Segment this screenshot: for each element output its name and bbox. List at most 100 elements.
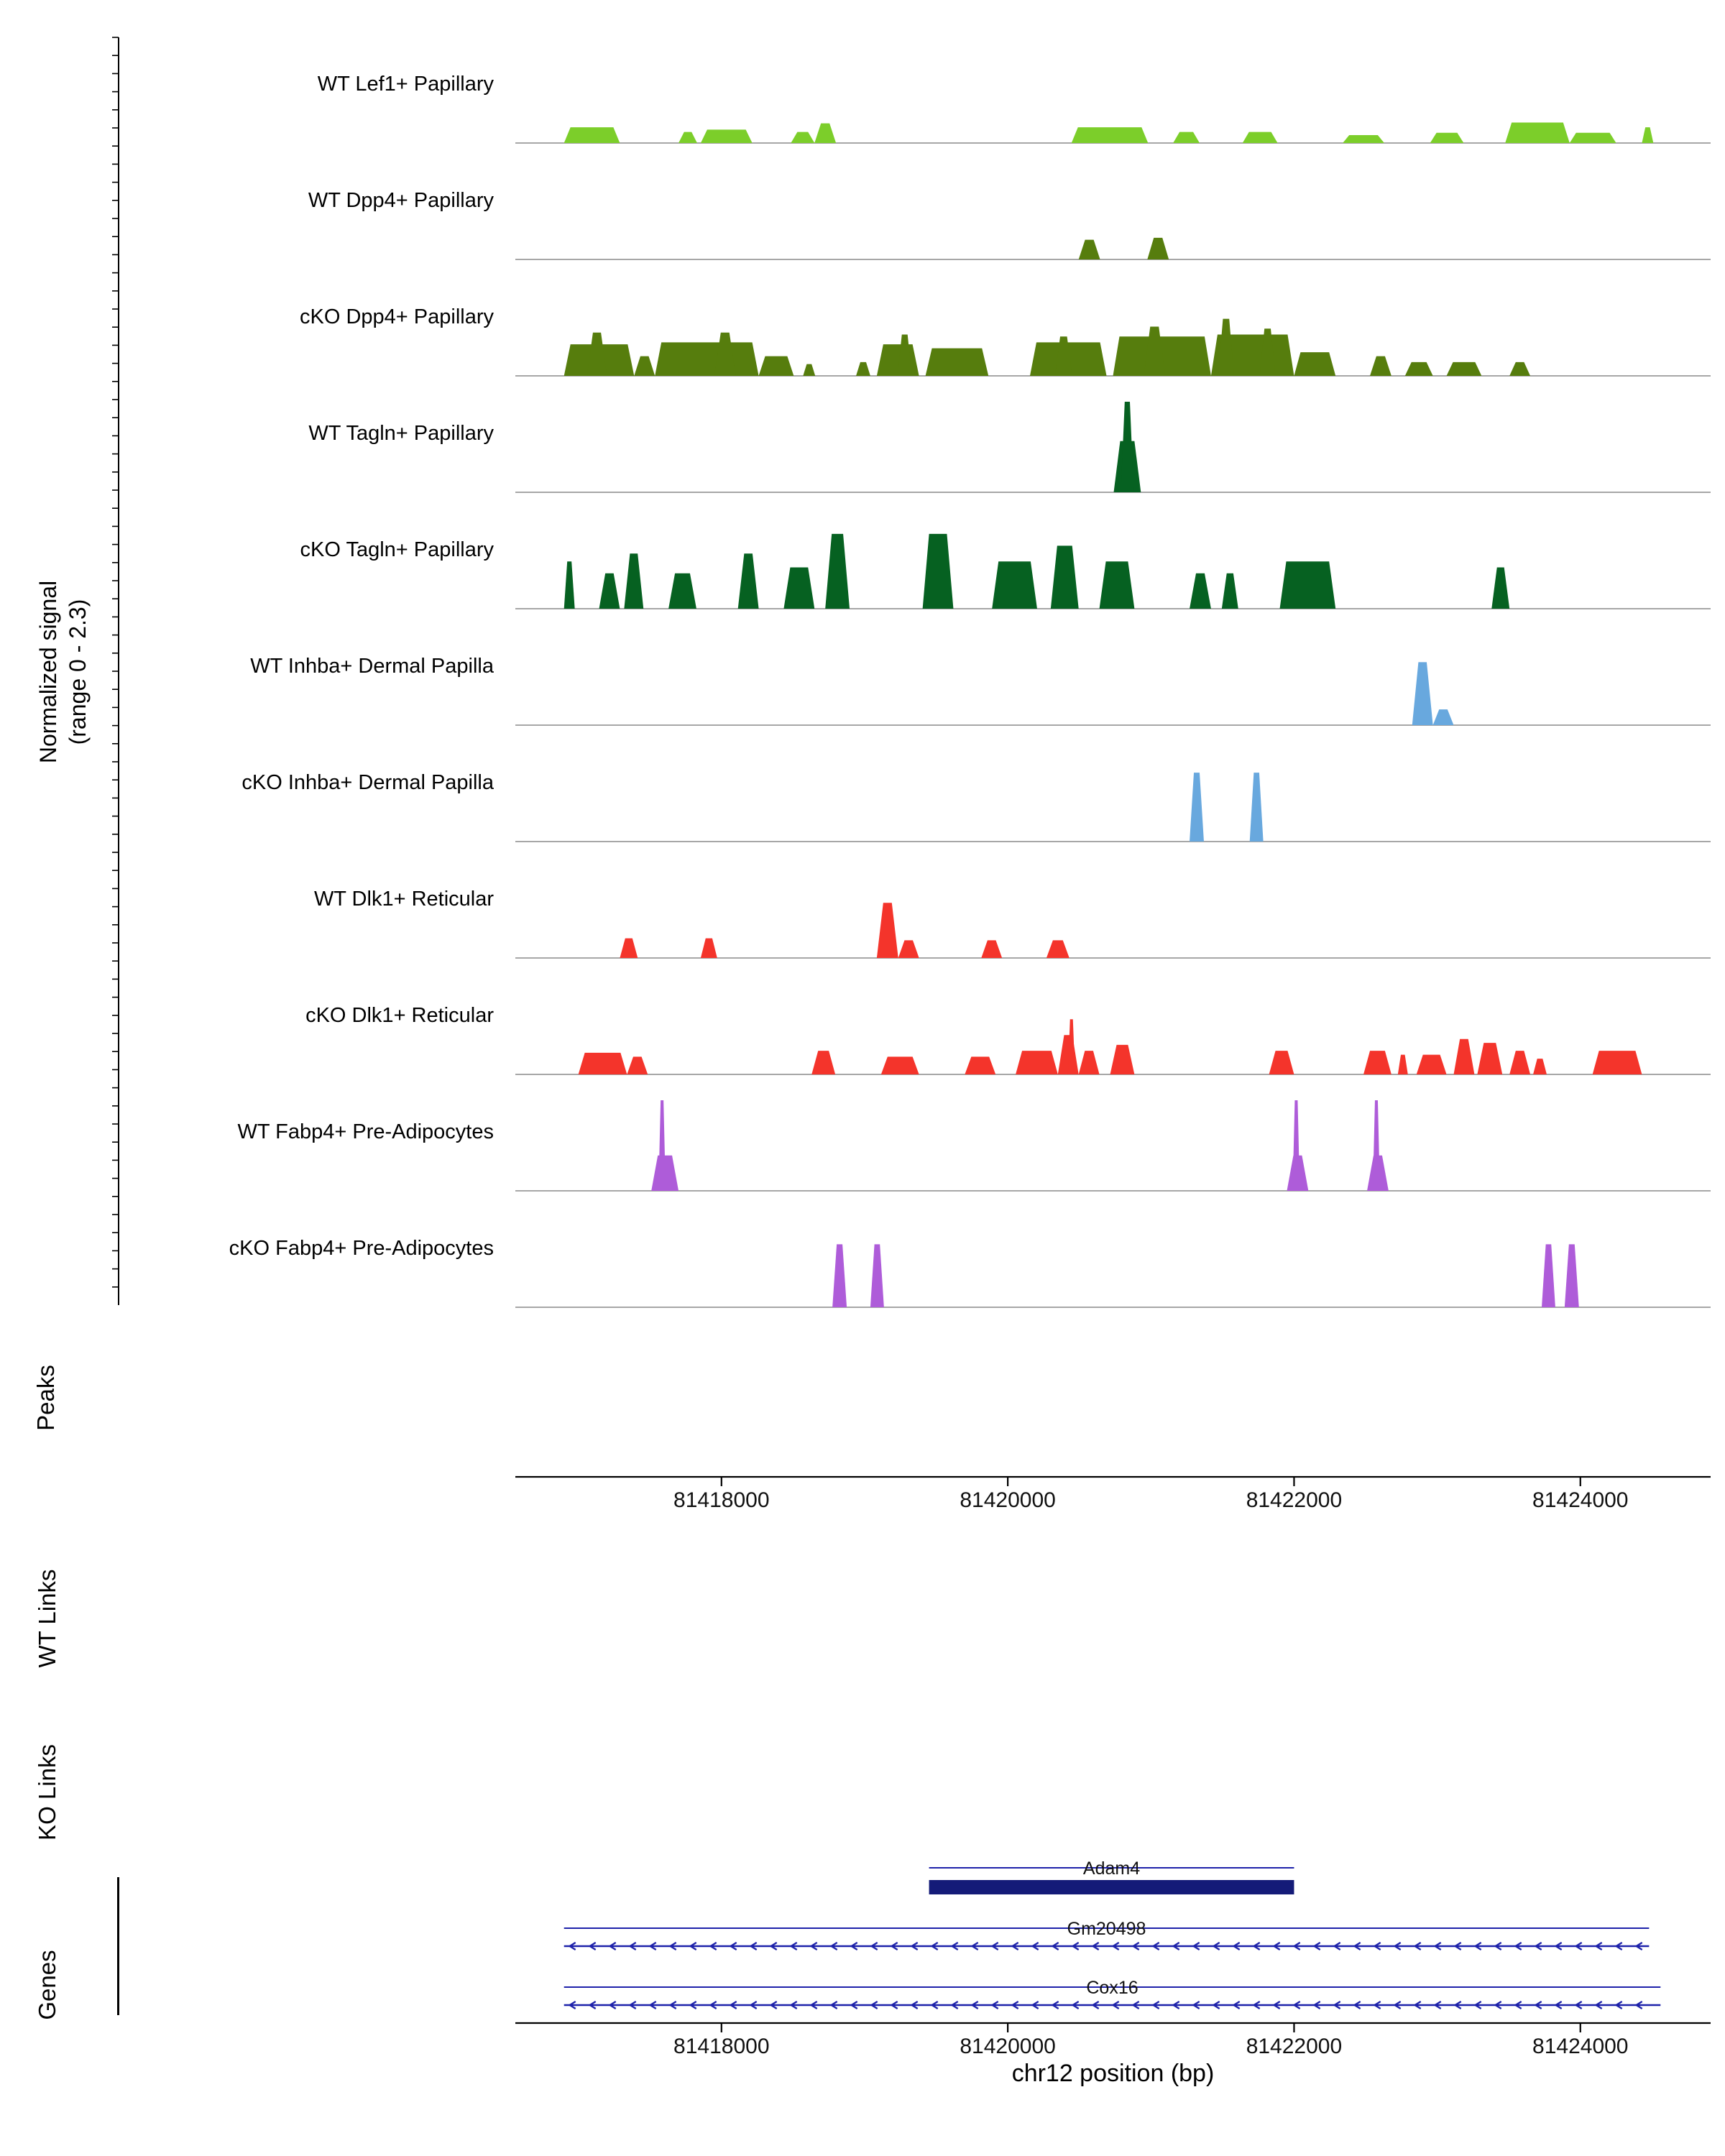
signal-peak (1173, 132, 1200, 143)
signal-peak (856, 361, 870, 376)
axis-tick-label: 81424000 (1532, 2035, 1628, 2058)
signal-track-row: WT Inhba+ Dermal Papilla (0, 625, 1711, 741)
signal-peak (634, 356, 656, 376)
peaks-axis: 81418000 81420000 81422000 81424000 (515, 1475, 1711, 1512)
gene-strand-arrow (709, 2000, 717, 2010)
gene-strand-arrow (1473, 1941, 1482, 1951)
gene-strand-arrow (870, 2000, 878, 2010)
gene-strand-arrow (588, 1941, 597, 1951)
signal-peak (1249, 773, 1264, 842)
gene-strand-arrow (1111, 1941, 1120, 1951)
signal-track-row: WT Dpp4+ Papillary (0, 159, 1711, 275)
signal-peak (655, 342, 759, 376)
gene-strand-arrow (1574, 2000, 1583, 2010)
track-label: WT Dpp4+ Papillary (308, 189, 494, 212)
signal-peak (1477, 1043, 1503, 1074)
signal-peak (876, 903, 898, 958)
signal-peak (1071, 127, 1149, 143)
gene-strand-arrow (850, 2000, 858, 2010)
section-label-wt-links: WT Links (34, 1569, 60, 1668)
signal-peak (1067, 1019, 1075, 1074)
track-plot (515, 662, 1711, 726)
signal-peak (1372, 1100, 1380, 1191)
gene-strand-arrow (1051, 1941, 1059, 1951)
signal-peak (1099, 561, 1135, 609)
gene-strand-arrow (1131, 1941, 1140, 1951)
gene-strand-arrow (1574, 1941, 1583, 1951)
signal-peak (897, 334, 912, 376)
gene-strand-arrow (568, 1941, 576, 1951)
gene-strand-arrow (1192, 1941, 1200, 1951)
signal-peak (700, 129, 753, 143)
signal-peak (564, 561, 575, 609)
gene-strand-arrow (1212, 2000, 1220, 2010)
signal-peak (1453, 1038, 1475, 1074)
signal-peak (758, 356, 794, 376)
signal-peak (1491, 567, 1510, 609)
axis-tick-label: 81422000 (1246, 1488, 1342, 1512)
signal-peak (700, 938, 717, 958)
gene-strand-arrow (1514, 2000, 1522, 2010)
signal-peak (1505, 122, 1570, 143)
gene-strand-arrow (1413, 1941, 1422, 1951)
track-plot (515, 903, 1711, 959)
signal-peak (1432, 709, 1454, 725)
signal-peak (870, 1244, 884, 1307)
gene-strand-arrow (1514, 1941, 1522, 1951)
axis-tick-label: 81422000 (1246, 2035, 1342, 2058)
gene-strand-arrow (990, 2000, 999, 2010)
track-label: cKO Dpp4+ Papillary (300, 305, 494, 328)
gene-strand-arrow (1232, 2000, 1241, 2010)
gene-strand-arrow (1353, 2000, 1361, 2010)
gene-strand-arrow (1051, 2000, 1059, 2010)
signal-peak (1412, 662, 1433, 725)
signal-peak (783, 567, 815, 609)
gene-strand-arrow (648, 2000, 657, 2010)
signal-peak (1509, 1051, 1531, 1074)
signal-peak (658, 1100, 666, 1191)
track-plot (515, 237, 1711, 260)
signal-track-row: WT Fabp4+ Pre-Adipocytes (0, 1090, 1711, 1207)
gene-strand-arrow (1091, 2000, 1100, 2010)
signal-peak (922, 533, 954, 609)
track-plot (515, 1244, 1711, 1308)
track-label: WT Fabp4+ Pre-Adipocytes (237, 1120, 494, 1143)
gene-strand-arrow (1192, 2000, 1200, 2010)
section-label-peaks: Peaks (32, 1365, 59, 1431)
gene-strand-arrow (1473, 2000, 1482, 2010)
gene-strand-arrow (1172, 2000, 1180, 2010)
gene-strand-arrow (930, 1941, 939, 1951)
gene-strand-arrow (1433, 2000, 1442, 2010)
gene-strand-arrow (1534, 1941, 1542, 1951)
genes-plot: Adam4 Gm20498 Cox16 (564, 1860, 1661, 2010)
signal-peak (1592, 1051, 1642, 1074)
gene-strand-arrow (769, 1941, 778, 1951)
signal-peak (965, 1056, 996, 1074)
gene-strand-arrow (789, 1941, 798, 1951)
track-plot (515, 402, 1711, 493)
section-label-ko-links: KO Links (34, 1744, 60, 1841)
signal-peak (832, 1244, 847, 1307)
signal-peak (1446, 361, 1482, 376)
signal-track-row: WT Dlk1+ Reticular (0, 857, 1711, 974)
signal-peak (624, 553, 644, 609)
gene-strand-arrow (1453, 2000, 1462, 2010)
signal-peak (1121, 402, 1134, 492)
signal-peak (1218, 318, 1234, 376)
section-label-genes: Genes (34, 1950, 60, 2020)
gene-strand-arrow (1494, 2000, 1502, 2010)
signal-peak (1016, 1051, 1058, 1074)
gene-strand-arrow (1393, 2000, 1402, 2010)
gene-strand-arrow (1393, 1941, 1402, 1951)
track-plot (515, 122, 1711, 144)
signal-peak (1509, 361, 1531, 376)
axis-tick-label: 81424000 (1532, 1488, 1628, 1512)
signal-peak (1541, 1244, 1555, 1307)
gene-strand-arrow (1534, 2000, 1542, 2010)
gene-strand-arrow (1131, 2000, 1140, 2010)
signal-peak (825, 533, 850, 609)
gene-strand-arrow (608, 1941, 617, 1951)
gene-strand-arrow (1031, 2000, 1039, 2010)
track-plot (515, 533, 1711, 609)
gene-strand-arrow (930, 2000, 939, 2010)
